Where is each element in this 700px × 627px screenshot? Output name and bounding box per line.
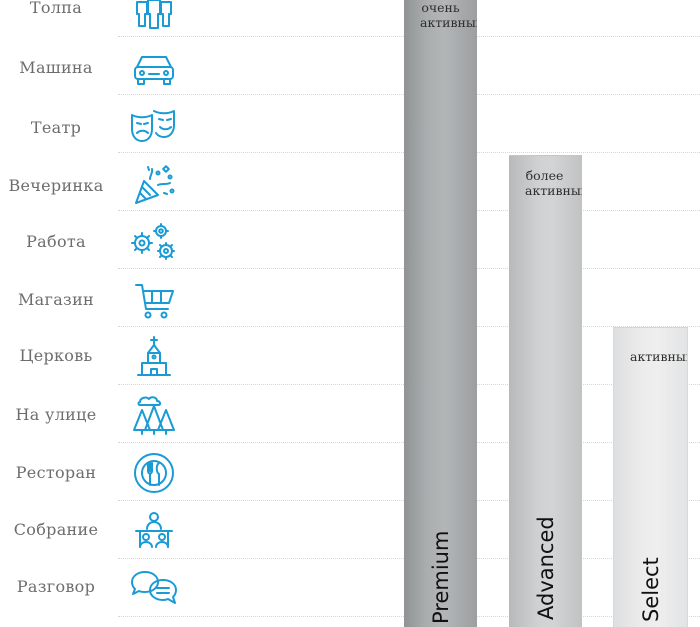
bar-caption-line2: активный	[525, 183, 582, 198]
gears-icon	[128, 221, 180, 265]
church-icon	[128, 335, 180, 379]
row-crowd: Толпа	[0, 0, 700, 37]
bar-name: Advanced	[533, 516, 558, 620]
row-conversation: Разговор	[0, 559, 700, 617]
row-label: Магазин	[18, 290, 94, 309]
row-car: Машина	[0, 37, 700, 95]
row-label: Работа	[26, 232, 86, 251]
bar-caption: активный	[630, 349, 687, 364]
bar-caption: очень активный	[404, 0, 477, 30]
row-label: Ресторан	[15, 463, 97, 482]
row-label: Церковь	[19, 346, 93, 365]
row-theater: Театр	[0, 95, 700, 153]
row-label: Собрание	[13, 520, 99, 539]
row-church: Церковь	[0, 327, 700, 385]
row-label: Разговор	[16, 577, 96, 596]
row-restaurant: Ресторан	[0, 443, 700, 501]
meeting-icon	[128, 509, 180, 553]
bar-name: Select	[638, 557, 663, 622]
bar-advanced: более активный Advanced	[509, 155, 582, 627]
row-work: Работа	[0, 211, 700, 269]
car-icon	[128, 45, 180, 89]
shopping-cart-icon	[128, 279, 180, 323]
bar-caption-line1: более	[525, 168, 564, 183]
row-party: Вечеринка	[0, 153, 700, 211]
row-meeting: Собрание	[0, 501, 700, 559]
bar-premium: очень активный Premium	[404, 0, 477, 627]
row-label: Машина	[19, 58, 93, 77]
party-popper-icon	[128, 163, 180, 207]
bar-select: активный Select	[613, 327, 688, 627]
row-label: Театр	[30, 118, 82, 137]
row-label: На улице	[15, 405, 97, 424]
row-label: Толпа	[29, 0, 83, 17]
restaurant-plate-icon	[128, 451, 180, 495]
crowd-icon	[128, 0, 180, 30]
conversation-bubbles-icon	[128, 566, 180, 610]
row-shop: Магазин	[0, 269, 700, 327]
theater-masks-icon	[128, 105, 180, 149]
outdoor-trees-icon	[128, 392, 180, 436]
row-label: Вечеринка	[8, 176, 104, 195]
bar-caption: более активный	[509, 168, 582, 198]
row-outdoor: На улице	[0, 385, 700, 443]
bar-name: Premium	[428, 530, 453, 624]
bar-caption-line2: активный	[420, 15, 477, 30]
bar-caption-line1: очень	[421, 0, 460, 15]
bar-caption-line2: активный	[630, 349, 688, 364]
